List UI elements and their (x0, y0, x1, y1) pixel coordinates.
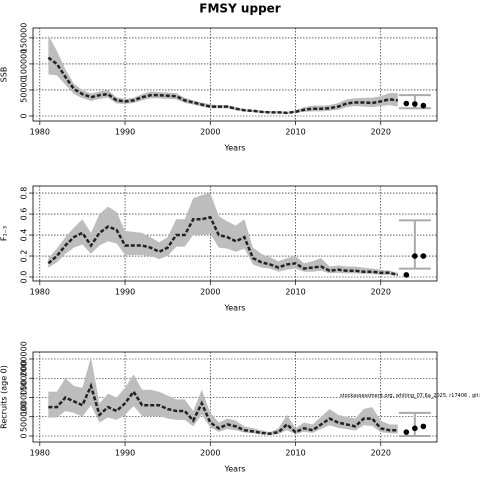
y-tick-label: 0 (20, 113, 29, 118)
y-axis-label: Recruits (age 0) (0, 365, 9, 429)
y-tick-label: 0 (20, 433, 29, 438)
x-tick-label: 1990 (115, 288, 135, 297)
x-tick-label: 1980 (30, 128, 50, 137)
confidence-band (48, 357, 398, 435)
x-tick-label: 1990 (115, 128, 135, 137)
x-tick-label: 2010 (285, 288, 305, 297)
y-tick-label: 500000 (20, 401, 29, 432)
x-tick-label: 2020 (371, 288, 391, 297)
projection-point (412, 425, 418, 432)
x-tick-label: 2020 (371, 449, 391, 458)
x-tick-label: 1990 (115, 449, 135, 458)
x-tick-label: 2000 (200, 449, 220, 458)
projection-point (420, 102, 427, 109)
projection-point (403, 100, 410, 107)
y-tick-label: 0.4 (20, 229, 29, 242)
x-tick-label: 2020 (371, 128, 391, 137)
y-tick-label: 1500000 (20, 360, 29, 396)
y-tick-label: 50000 (20, 77, 29, 102)
plot-area (33, 352, 437, 442)
y-tick-label: 0.0 (20, 271, 29, 284)
estimate-line (47, 215, 399, 277)
footnote: stockassessment.org, whiting_07.6a_2025,… (340, 393, 480, 399)
x-tick-label: 1980 (30, 288, 50, 297)
chart-title: FMSY upper (199, 2, 281, 16)
x-tick-label: 2000 (200, 128, 220, 137)
projection-point (420, 253, 427, 259)
plot-area (33, 186, 437, 281)
projection-point (403, 429, 410, 435)
x-tick-label: 2010 (285, 128, 305, 137)
x-tick-label: 2010 (285, 449, 305, 458)
confidence-band (48, 35, 398, 114)
projection-point (412, 101, 418, 107)
x-tick-label: 1980 (30, 449, 50, 458)
y-tick-label: 0.2 (20, 250, 29, 263)
x-axis-label: Years (223, 465, 245, 474)
y-tick-label: 0.6 (20, 208, 29, 221)
plot-area (33, 28, 437, 121)
y-tick-label: 1000000 (20, 380, 29, 416)
plot-frame (32, 185, 438, 282)
x-tick-label: 2000 (200, 288, 220, 297)
estimate-line (47, 56, 398, 115)
y-tick-label: 150000 (20, 23, 29, 54)
y-axis-label: SSB (0, 67, 9, 83)
projection-point (420, 423, 427, 430)
projection-point (412, 253, 418, 259)
estimate-line (48, 382, 398, 435)
confidence-band (48, 193, 398, 276)
x-axis-label: Years (223, 304, 245, 313)
plot-frame (32, 27, 438, 122)
y-axis-label: F₁₋₃ (0, 226, 9, 241)
y-tick-label: 0.8 (20, 187, 29, 200)
y-tick-label: 2000000 (20, 341, 29, 377)
x-axis-label: Years (223, 144, 245, 153)
y-tick-label: 100000 (20, 49, 29, 80)
projection-point (403, 272, 410, 278)
plot-frame (32, 351, 438, 443)
